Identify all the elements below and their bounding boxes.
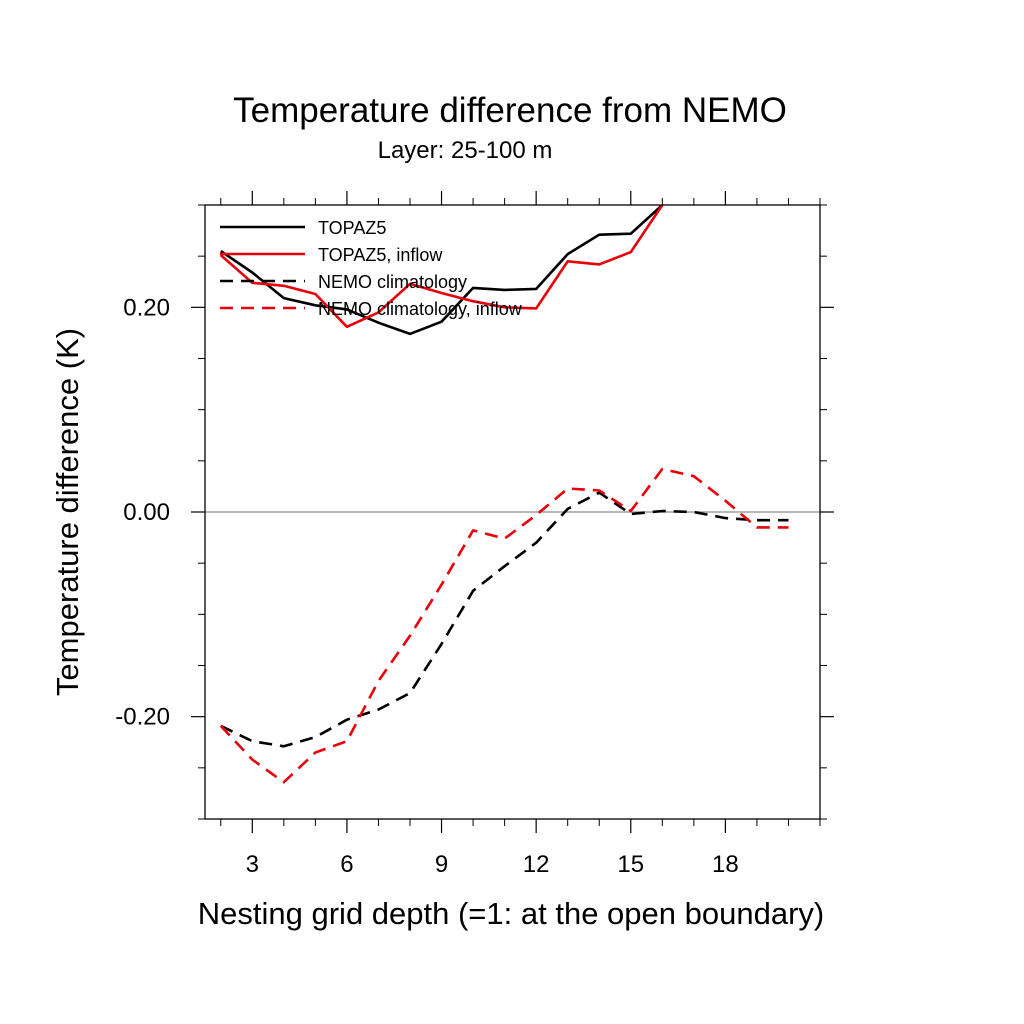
legend-label-3: NEMO climatology — [318, 272, 467, 292]
x-tick-label: 9 — [435, 851, 448, 878]
x-tick-label: 6 — [340, 851, 353, 878]
y-tick-label: -0.20 — [115, 704, 170, 731]
x-tick-label: 12 — [523, 851, 550, 878]
series-line-2 — [219, 205, 664, 329]
x-tick-label: 18 — [712, 851, 739, 878]
chart-subtitle: Layer: 25-100 m — [378, 137, 553, 164]
legend-label-2: TOPAZ5, inflow — [318, 245, 443, 265]
x-tick-label: 3 — [246, 851, 259, 878]
x-axis-label: Nesting grid depth (=1: at the open boun… — [198, 896, 824, 931]
legend-label-1: TOPAZ5 — [318, 218, 386, 238]
y-tick-label: 0.00 — [123, 499, 170, 526]
chart-title: Temperature difference from NEMO — [233, 91, 787, 130]
axis-ticks — [191, 191, 834, 833]
x-tick-label: 15 — [617, 851, 644, 878]
y-axis-label: Temperature difference (K) — [50, 328, 85, 696]
series-line-3 — [220, 491, 789, 748]
series-line-1 — [220, 205, 664, 336]
legend-label-4: NEMO climatology, inflow — [318, 299, 523, 319]
series-line-4 — [219, 467, 789, 784]
legend: TOPAZ5 TOPAZ5, inflow NEMO climatology NEMO… — [220, 218, 523, 319]
y-tick-label: 0.20 — [123, 294, 170, 321]
